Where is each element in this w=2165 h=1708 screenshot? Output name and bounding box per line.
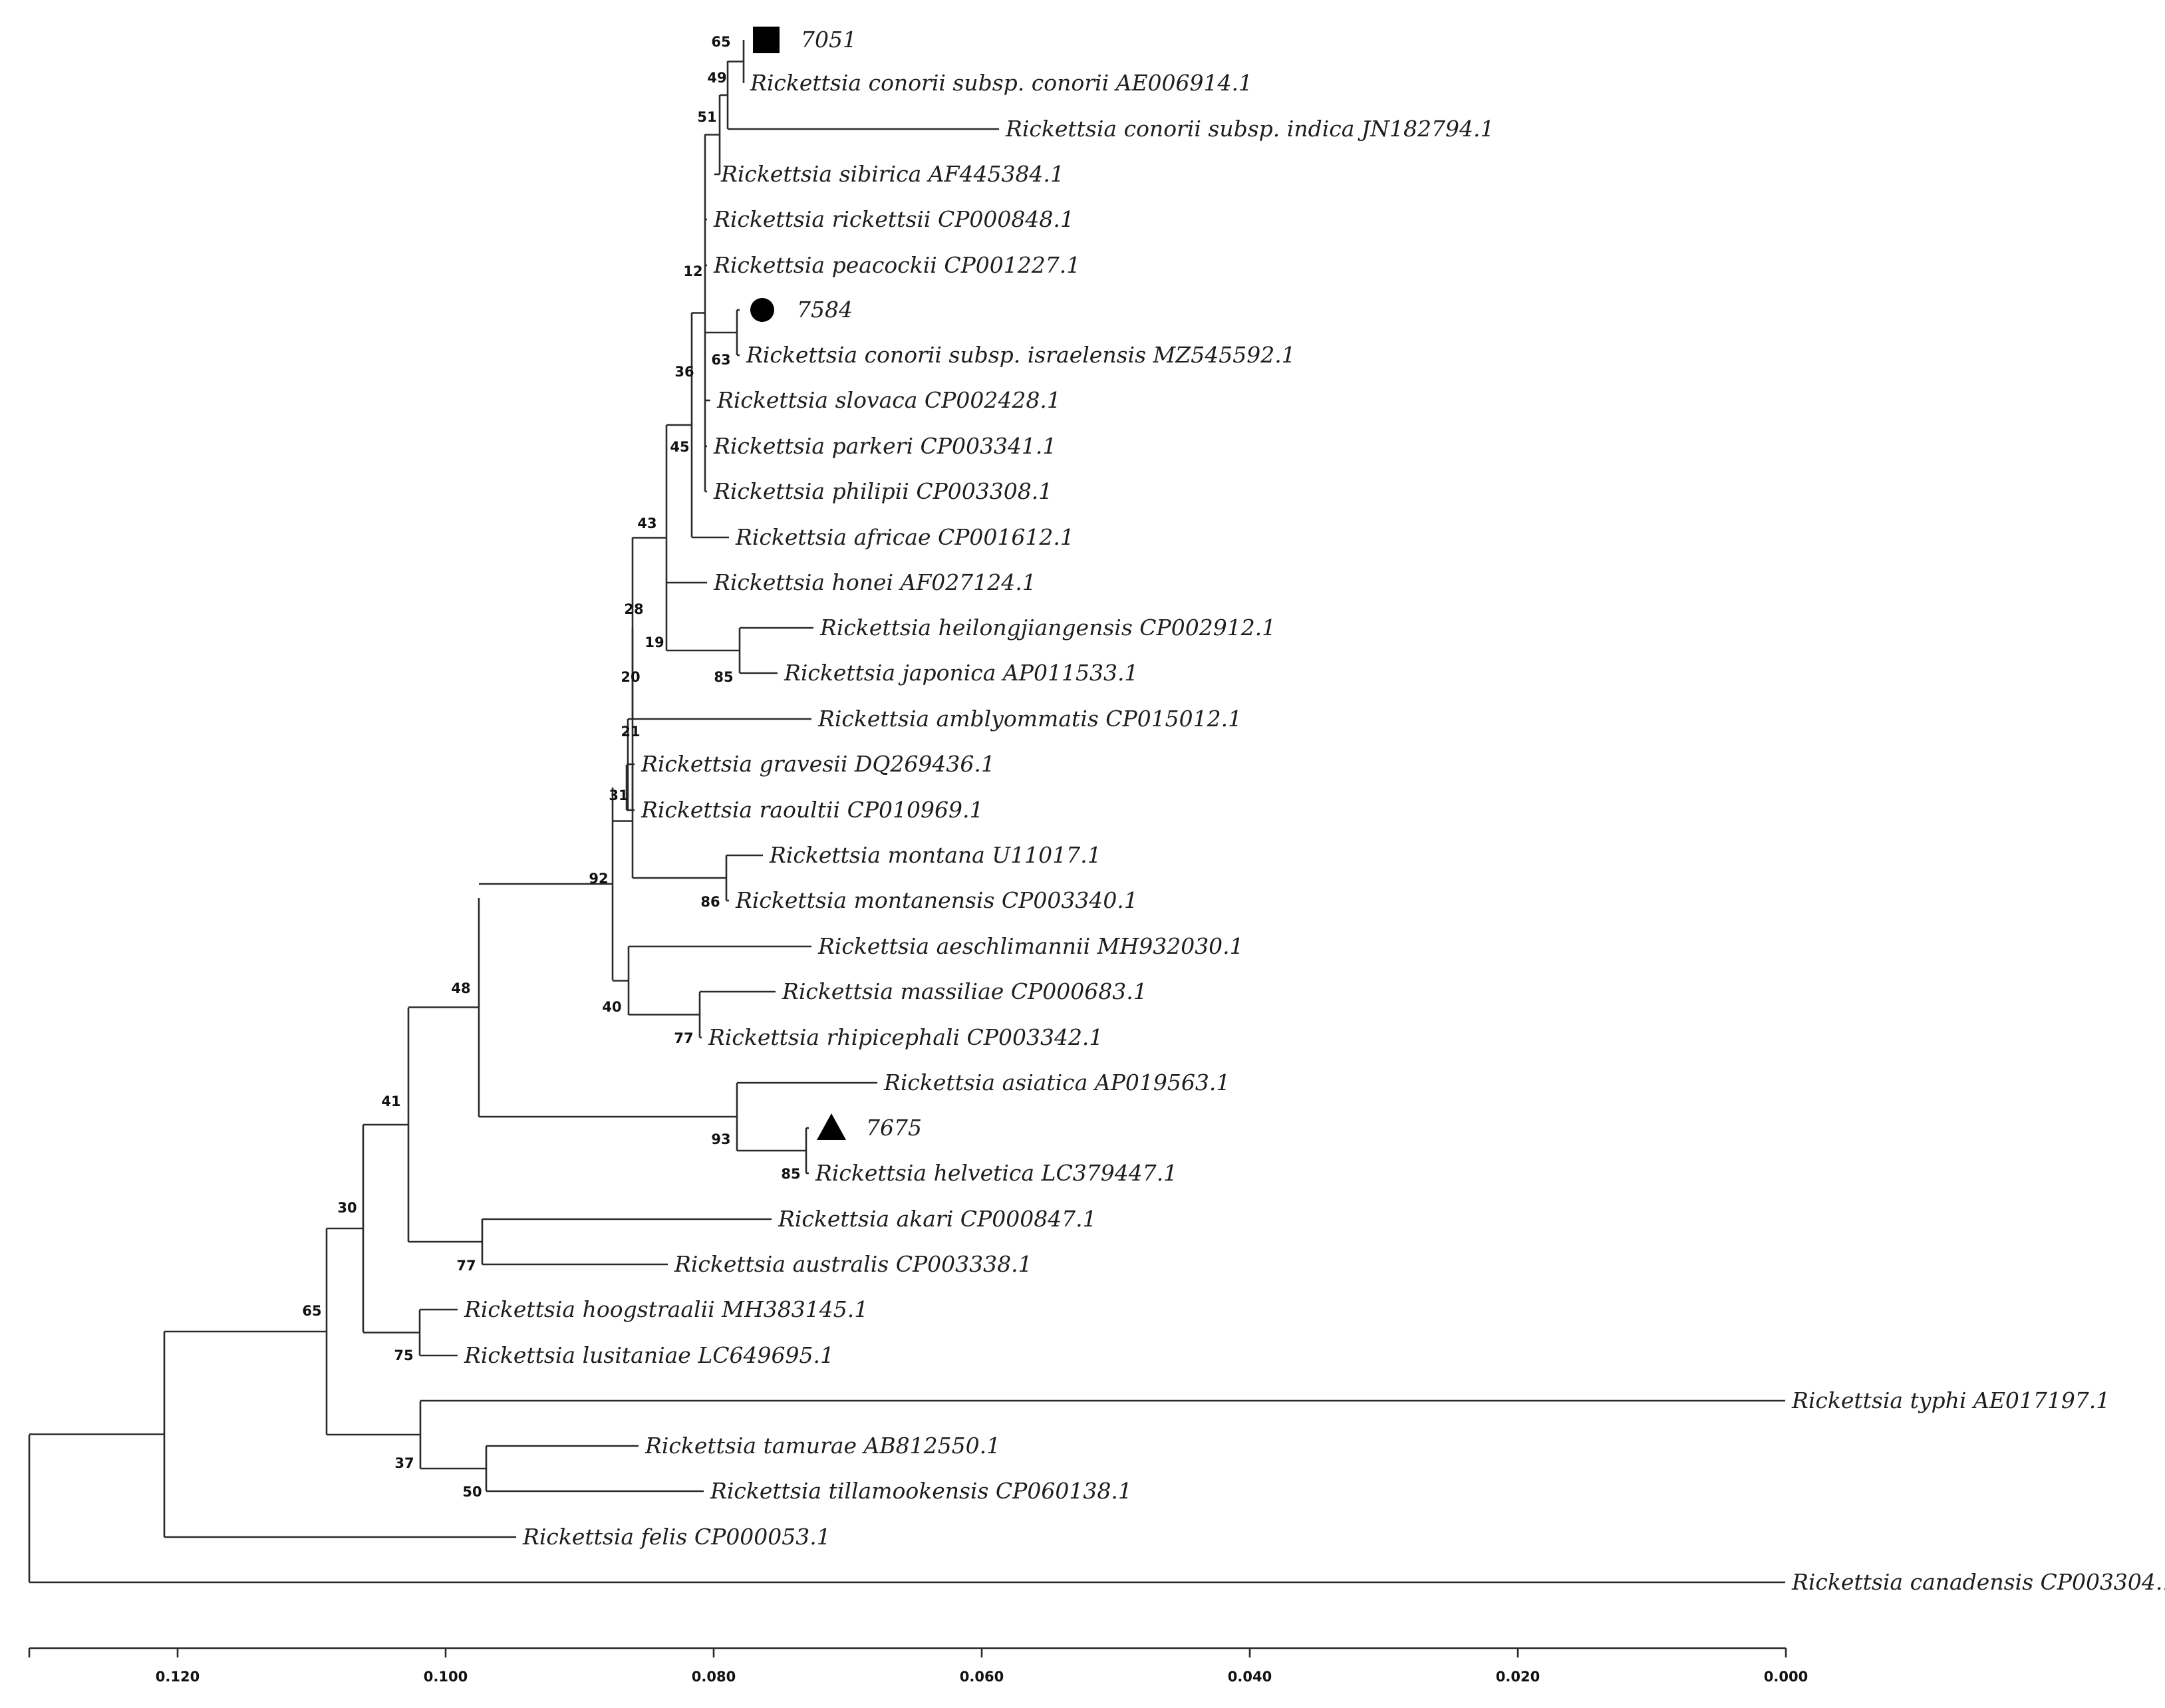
- bootstrap-value: 28: [624, 601, 643, 617]
- leaf-label-parkeri: Rickettsia parkeri CP003341.1: [713, 433, 1056, 459]
- bootstrap-value: 65: [302, 1303, 321, 1319]
- scale-tick-label: 0.040: [1228, 1669, 1272, 1685]
- bootstrap-value: 51: [697, 109, 716, 125]
- leaf-label-raoultii: Rickettsia raoultii CP010969.1: [641, 797, 983, 823]
- scale-tick-label: 0.020: [1496, 1669, 1540, 1685]
- bootstrap-value: 21: [621, 724, 640, 740]
- leaf-label-heilong: Rickettsia heilongjiangensis CP002912.1: [819, 615, 1276, 640]
- leaf-label-helvetica: Rickettsia helvetica LC379447.1: [815, 1160, 1177, 1186]
- leaf-label-s7051: 7051: [801, 27, 857, 53]
- square-marker-icon: [753, 27, 780, 53]
- leaf-label-hoogs: Rickettsia hoogstraalii MH383145.1: [464, 1296, 868, 1322]
- scale-tick-label: 0.080: [692, 1669, 736, 1685]
- bootstrap-value: 45: [670, 439, 689, 455]
- leaf-label-honei: Rickettsia honei AF027124.1: [713, 569, 1036, 595]
- leaf-label-rickettsii: Rickettsia rickettsii CP000848.1: [713, 206, 1074, 232]
- scale-tick-label: 0.060: [960, 1669, 1004, 1685]
- bootstrap-value: 86: [700, 894, 720, 910]
- bootstrap-value: 85: [781, 1166, 800, 1182]
- bootstrap-value: 93: [711, 1131, 730, 1147]
- bootstrap-value: 63: [711, 352, 730, 368]
- leaf-label-asiatica: Rickettsia asiatica AP019563.1: [883, 1069, 1230, 1095]
- bootstrap-value: 77: [674, 1030, 693, 1046]
- leaf-label-japonica: Rickettsia japonica AP011533.1: [784, 660, 1138, 686]
- leaf-label-gravesii: Rickettsia gravesii DQ269436.1: [641, 751, 995, 777]
- bootstrap-value: 30: [337, 1200, 357, 1216]
- bootstrap-value: 77: [456, 1258, 476, 1274]
- leaf-label-tillamo: Rickettsia tillamookensis CP060138.1: [710, 1478, 1132, 1504]
- scale-tick-label: 0.000: [1764, 1669, 1808, 1685]
- leaf-label-peacockii: Rickettsia peacockii CP001227.1: [713, 252, 1080, 278]
- bootstrap-value: 50: [462, 1484, 482, 1500]
- leaf-label-rhipi: Rickettsia rhipicephali CP003342.1: [708, 1024, 1103, 1050]
- leaf-label-philipii: Rickettsia philipii CP003308.1: [713, 478, 1052, 504]
- leaf-label-amblyomm: Rickettsia amblyommatis CP015012.1: [817, 706, 1242, 732]
- leaf-label-lusitan: Rickettsia lusitaniae LC649695.1: [464, 1342, 834, 1368]
- bootstrap-value: 43: [637, 515, 656, 531]
- leaf-label-canadensis: Rickettsia canadensis CP003304.1: [1791, 1569, 2165, 1595]
- leaf-label-tamurae: Rickettsia tamurae AB812550.1: [645, 1433, 1000, 1459]
- leaf-label-massiliae: Rickettsia massiliae CP000683.1: [782, 978, 1147, 1004]
- leaf-label-israelensis: Rickettsia conorii subsp. israelensis MZ…: [746, 342, 1296, 368]
- leaf-label-felis: Rickettsia felis CP000053.1: [522, 1524, 831, 1550]
- circle-marker-icon: [750, 298, 774, 322]
- bootstrap-value: 12: [683, 263, 702, 279]
- bootstrap-value: 75: [394, 1348, 413, 1363]
- bootstrap-value: 37: [394, 1455, 414, 1471]
- bootstrap-value: 48: [451, 980, 470, 996]
- bootstrap-value: 65: [711, 34, 730, 50]
- leaf-label-typhi: Rickettsia typhi AE017197.1: [1791, 1387, 2110, 1413]
- leaf-label-montana: Rickettsia montana U11017.1: [769, 842, 1101, 868]
- bootstrap-value: 31: [609, 787, 628, 803]
- bootstrap-value: 49: [707, 70, 726, 86]
- leaf-label-aeschl: Rickettsia aeschlimannii MH932030.1: [817, 933, 1244, 959]
- leaf-label-slovaca: Rickettsia slovaca CP002428.1: [716, 387, 1061, 413]
- bootstrap-value: 40: [602, 999, 621, 1015]
- leaf-label-conorii: Rickettsia conorii subsp. conorii AE0069…: [750, 70, 1252, 96]
- triangle-marker-icon: [817, 1113, 846, 1140]
- leaf-label-sibirica: Rickettsia sibirica AF445384.1: [720, 161, 1064, 187]
- scale-tick-label: 0.100: [424, 1669, 468, 1685]
- leaf-label-africae: Rickettsia africae CP001612.1: [735, 524, 1074, 550]
- leaf-label-montanensis: Rickettsia montanensis CP003340.1: [735, 887, 1138, 913]
- leaf-label-s7584: 7584: [797, 297, 853, 323]
- leaf-label-akari: Rickettsia akari CP000847.1: [778, 1206, 1097, 1232]
- leaf-label-s7675: 7675: [866, 1115, 922, 1141]
- leaf-label-australis: Rickettsia australis CP003338.1: [674, 1251, 1032, 1277]
- bootstrap-value: 92: [589, 871, 608, 887]
- bootstrap-value: 85: [714, 669, 733, 685]
- bootstrap-value: 19: [645, 635, 664, 650]
- bootstrap-value: 36: [674, 364, 694, 380]
- leaf-label-indica: Rickettsia conorii subsp. indica JN18279…: [1005, 116, 1494, 142]
- scale-tick-label: 0.120: [156, 1669, 200, 1685]
- bootstrap-value: 20: [621, 669, 640, 685]
- bootstrap-value: 41: [381, 1093, 400, 1109]
